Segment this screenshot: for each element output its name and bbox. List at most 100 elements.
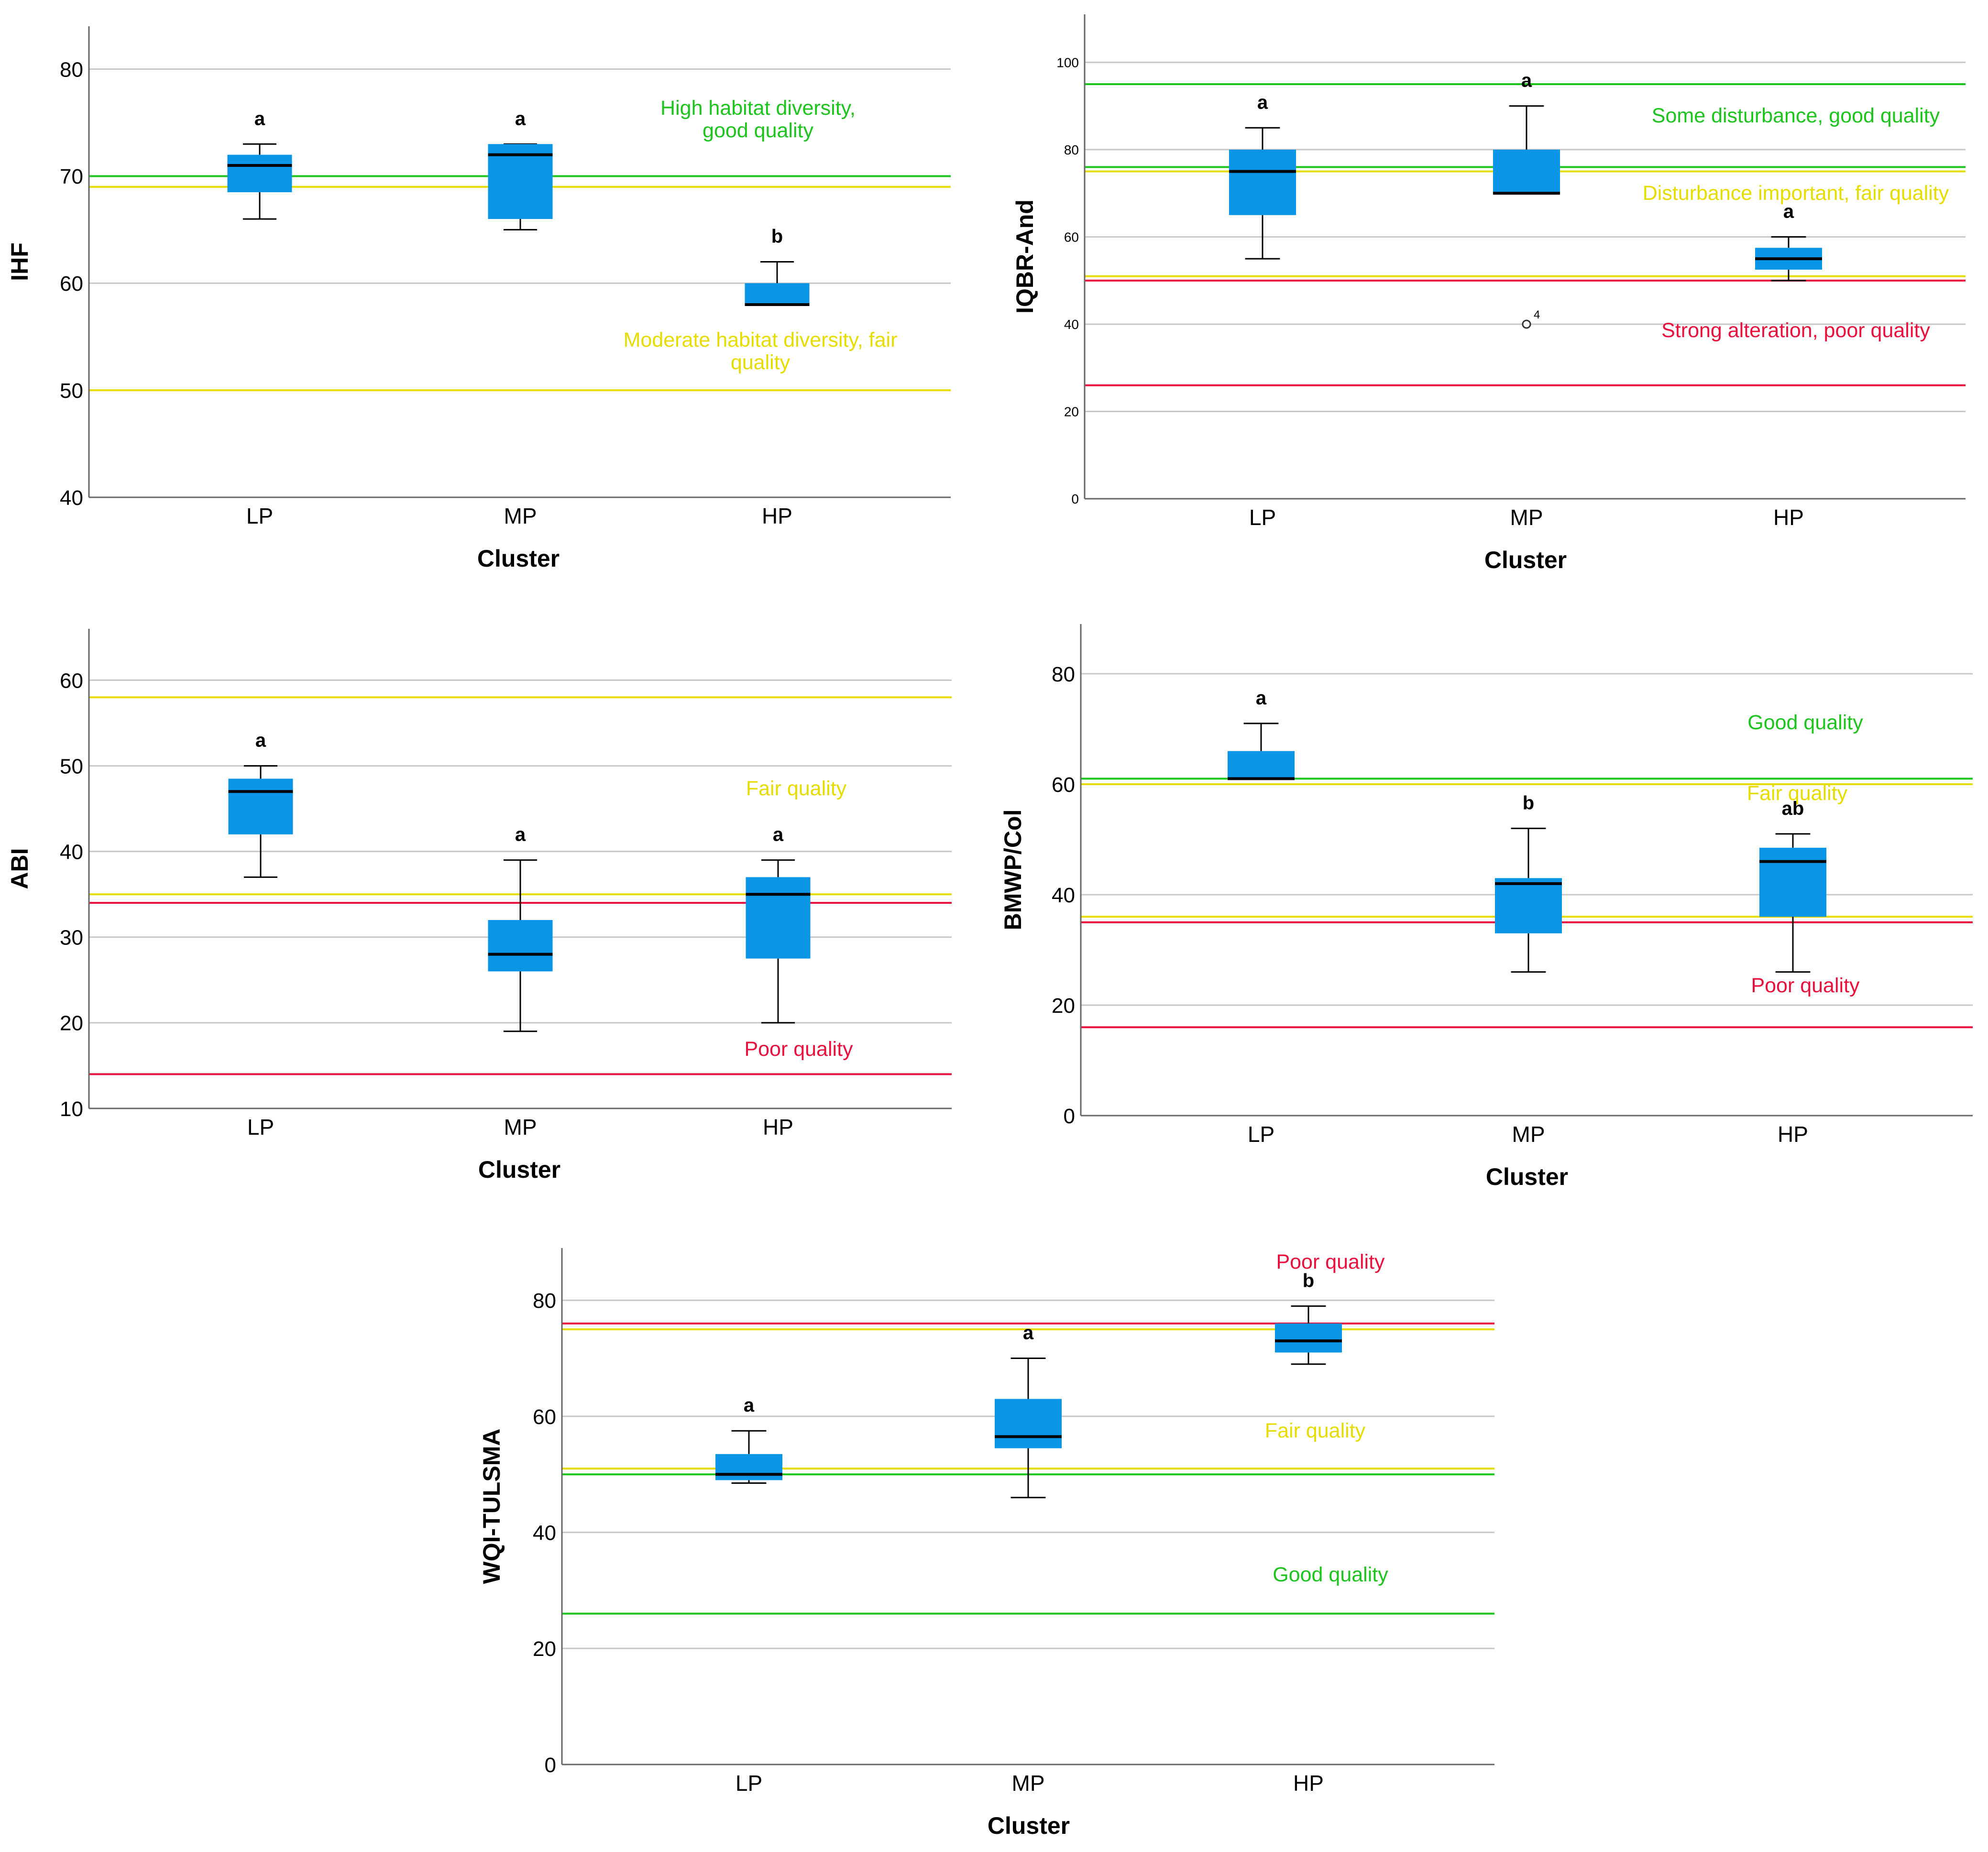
y-tick-label: 20: [533, 1637, 556, 1661]
x-axis-title: Cluster: [1484, 547, 1567, 573]
y-tick-label: 60: [1064, 230, 1079, 245]
significance-letter: b: [771, 226, 783, 247]
y-tick-label: 0: [1071, 492, 1079, 506]
significance-letter: a: [1256, 688, 1267, 709]
threshold-annotation: Good quality: [1273, 1563, 1388, 1586]
box-MP: [488, 144, 553, 219]
threshold-annotation: quality: [731, 351, 791, 374]
significance-letter: a: [744, 1395, 755, 1416]
y-tick-label: 40: [60, 841, 83, 864]
y-tick-label: 40: [533, 1521, 556, 1545]
chart-panel-1: 40 50 60 70 80 a LP a MP b HP High habitat diversit…: [6, 26, 951, 572]
box-HP: [746, 877, 811, 959]
x-category-label: LP: [1249, 505, 1276, 530]
y-tick-label: 80: [1064, 142, 1079, 157]
threshold-annotation: Moderate habitat diversity, fair: [624, 329, 898, 351]
y-axis-title: IHF: [6, 242, 33, 281]
significance-letter: a: [1783, 201, 1794, 222]
y-tick-label: 80: [60, 58, 83, 81]
y-tick-label: 20: [1052, 994, 1075, 1018]
y-tick-label: 20: [60, 1012, 83, 1035]
threshold-annotation: Fair quality: [746, 777, 847, 800]
significance-letter: a: [1257, 92, 1268, 113]
significance-letter: a: [255, 730, 266, 751]
box-HP: [1759, 847, 1826, 917]
significance-letter: a: [1023, 1323, 1034, 1344]
threshold-annotation: Poor quality: [1276, 1250, 1385, 1273]
x-category-label: MP: [1012, 1771, 1045, 1796]
y-tick-label: 40: [1064, 317, 1079, 332]
x-axis-title: Cluster: [1486, 1163, 1568, 1190]
threshold-annotation: Fair quality: [1265, 1419, 1366, 1442]
x-category-label: HP: [1293, 1771, 1324, 1796]
box-LP: [1229, 149, 1296, 215]
x-category-label: MP: [1510, 505, 1543, 530]
threshold-annotation: Poor quality: [744, 1038, 853, 1061]
box-HP: [1275, 1323, 1342, 1353]
y-tick-label: 30: [60, 926, 83, 950]
x-category-label: MP: [504, 504, 537, 528]
x-category-label: MP: [1512, 1122, 1545, 1147]
y-tick-label: 100: [1056, 55, 1079, 70]
y-tick-label: 0: [545, 1753, 556, 1777]
y-tick-label: 70: [60, 165, 83, 188]
threshold-annotation: Fair quality: [1747, 782, 1848, 805]
x-category-label: LP: [247, 1115, 274, 1140]
chart-panel-4: 0 20 40 60 80 a LP b MP ab HP Good quality Fair qual…: [999, 624, 1973, 1190]
box-HP: [745, 283, 810, 305]
x-axis-title: Cluster: [988, 1812, 1070, 1839]
threshold-annotation: Strong alteration, poor quality: [1661, 319, 1930, 342]
y-tick-label: 60: [60, 669, 83, 692]
y-axis-title: BMWP/Col: [999, 810, 1026, 931]
box-LP: [1228, 751, 1295, 779]
significance-letter: a: [773, 824, 784, 845]
outlier-label: 4: [1534, 308, 1540, 321]
threshold-annotation: Some disturbance, good quality: [1652, 104, 1940, 127]
y-tick-label: 60: [60, 272, 83, 296]
box-LP: [227, 154, 292, 192]
y-tick-label: 80: [533, 1289, 556, 1313]
box-MP: [1495, 878, 1562, 933]
threshold-annotation: Disturbance important, fair quality: [1643, 182, 1949, 205]
y-axis-title: IQBR-And: [1011, 199, 1038, 314]
chart-panel-3: 10 20 30 40 50 60 a LP a MP a HP Fair quality Poor qu…: [6, 629, 952, 1183]
y-tick-label: 20: [1064, 405, 1079, 419]
y-tick-label: 60: [533, 1405, 556, 1429]
box-LP: [715, 1454, 782, 1480]
x-category-label: LP: [736, 1771, 762, 1796]
threshold-annotation: High habitat diversity,: [660, 97, 856, 120]
significance-letter: a: [1521, 70, 1532, 91]
x-axis-title: Cluster: [478, 1156, 560, 1183]
chart-panel-2: 0 20 40 60 80 100 a LP a MP a HP 4 Some disturbance, …: [1011, 14, 1966, 573]
threshold-annotation: Poor quality: [1751, 974, 1860, 997]
x-category-label: HP: [763, 1115, 793, 1140]
y-tick-label: 0: [1064, 1105, 1075, 1128]
significance-letter: b: [1303, 1270, 1314, 1291]
box-MP: [995, 1399, 1062, 1448]
x-category-label: LP: [246, 504, 273, 528]
x-category-label: LP: [1248, 1122, 1274, 1147]
y-tick-label: 10: [60, 1097, 83, 1121]
significance-letter: ab: [1782, 798, 1804, 819]
x-category-label: HP: [1773, 505, 1804, 530]
significance-letter: a: [515, 824, 526, 845]
y-tick-label: 40: [1052, 884, 1075, 907]
box-MP: [488, 920, 553, 972]
outlier-point: [1522, 319, 1531, 329]
y-axis-title: ABI: [6, 848, 33, 889]
y-tick-label: 50: [60, 755, 83, 778]
y-axis-title: WQI-TULSMA: [478, 1429, 505, 1584]
x-category-label: HP: [1778, 1122, 1808, 1147]
x-axis-title: Cluster: [477, 545, 560, 572]
significance-letter: a: [254, 108, 265, 129]
x-category-label: MP: [504, 1115, 537, 1140]
y-tick-label: 60: [1052, 773, 1075, 797]
y-tick-label: 40: [60, 486, 83, 510]
box-LP: [228, 778, 293, 834]
significance-letter: a: [515, 108, 526, 129]
x-category-label: HP: [762, 504, 792, 528]
box-MP: [1493, 149, 1560, 194]
significance-letter: b: [1523, 792, 1534, 813]
chart-panel-5: 0 20 40 60 80 a LP a MP b HP Poor quality Fair quali…: [478, 1248, 1494, 1839]
